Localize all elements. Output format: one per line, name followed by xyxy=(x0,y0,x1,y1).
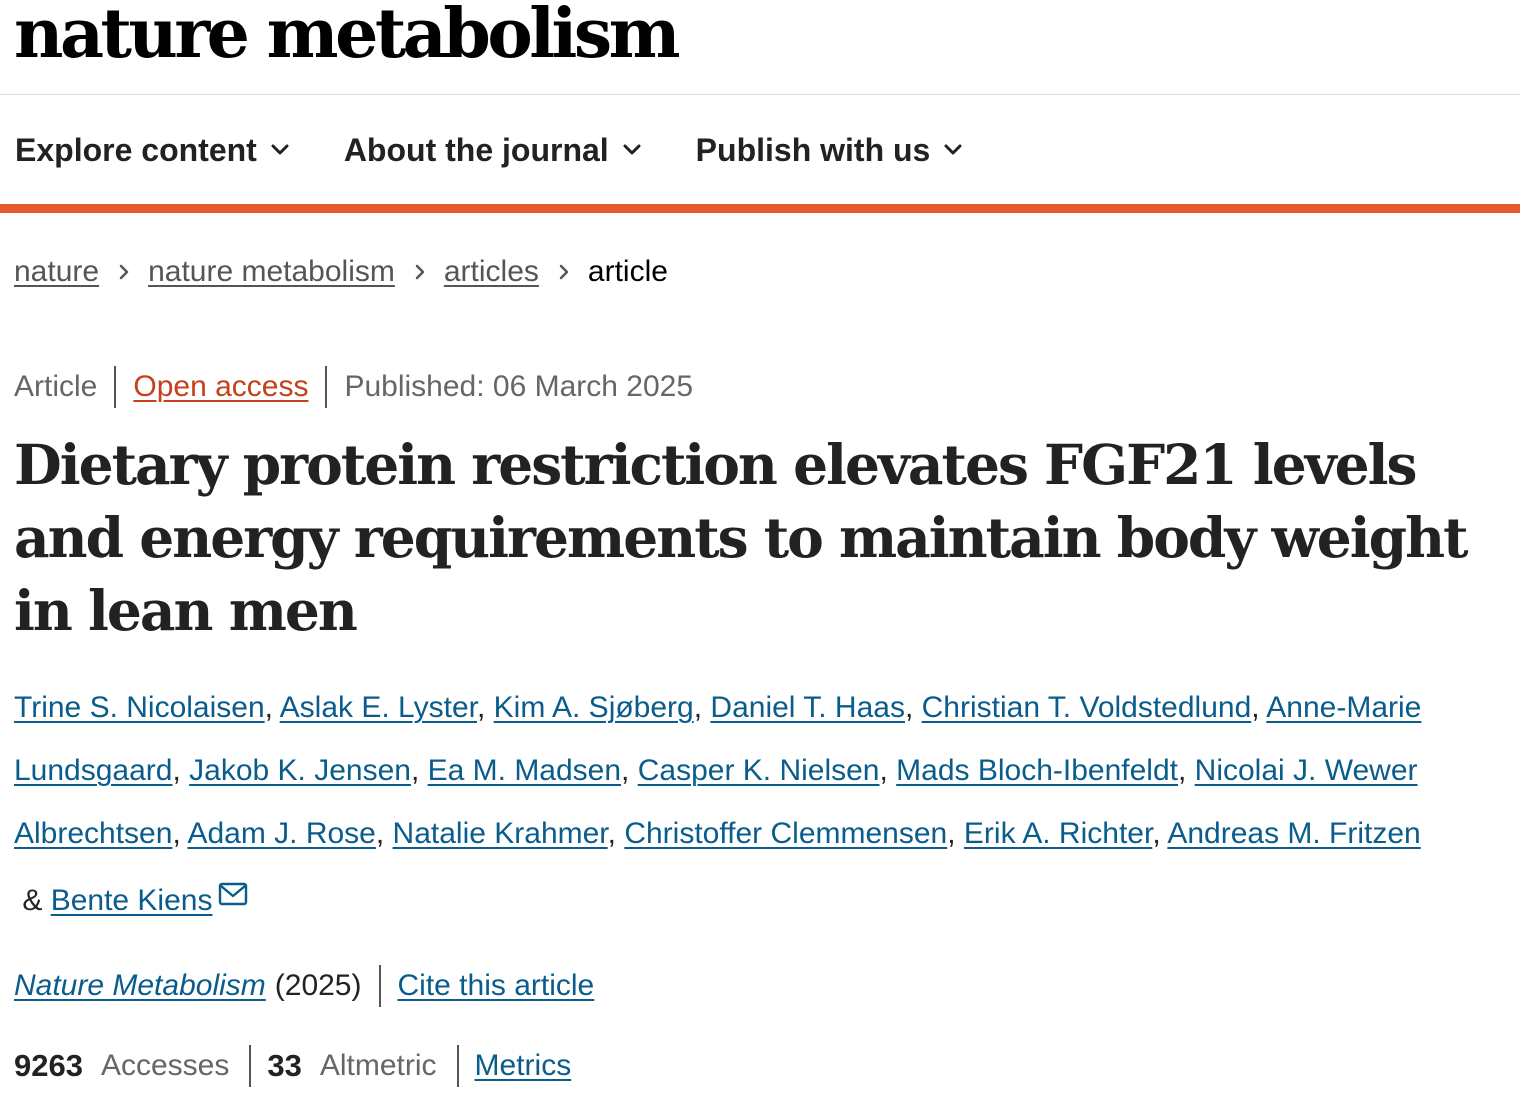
author-separator: , xyxy=(1178,754,1195,787)
breadcrumb-nature-metabolism[interactable]: nature metabolism xyxy=(148,255,395,288)
author-separator: , xyxy=(947,817,964,850)
nav-explore-content[interactable]: Explore content xyxy=(15,132,289,169)
cite-divider xyxy=(379,965,382,1007)
author-separator: , xyxy=(693,691,711,724)
metrics-row: 9263 Accesses 33 Altmetric Metrics xyxy=(14,1043,571,1089)
email-icon[interactable] xyxy=(218,865,248,928)
author-link[interactable]: Trine S. Nicolaisen xyxy=(14,691,265,724)
author-link[interactable]: Anne-Marie Lundsgaard xyxy=(14,691,1422,787)
author-link[interactable]: Christoffer Clemmensen xyxy=(624,817,948,850)
nav-label: Explore content xyxy=(15,131,257,168)
breadcrumb-articles[interactable]: articles xyxy=(443,255,539,288)
author-separator: , xyxy=(607,817,625,850)
author-link[interactable]: Mads Bloch-Ibenfeldt xyxy=(896,754,1178,787)
author-link[interactable]: Erik A. Richter xyxy=(963,817,1153,850)
main-nav: Explore content About the journal Publis… xyxy=(15,128,1017,172)
site-logo[interactable]: nature metabolism xyxy=(14,0,681,74)
author-link[interactable]: Adam J. Rose xyxy=(187,817,376,850)
author-separator: , xyxy=(172,817,188,850)
meta-divider xyxy=(325,366,328,408)
chevron-down-icon xyxy=(623,144,641,155)
author-separator: , xyxy=(1251,691,1267,724)
metrics-divider xyxy=(249,1045,252,1087)
open-access-link[interactable]: Open access xyxy=(133,370,309,403)
author-link[interactable]: Andreas M. Fritzen xyxy=(1167,817,1421,850)
author-link[interactable]: Natalie Krahmer xyxy=(392,817,608,850)
nav-about-journal[interactable]: About the journal xyxy=(344,132,641,169)
article-title: Dietary protein restriction elevates FGF… xyxy=(14,432,1469,643)
author-separator: , xyxy=(375,817,393,850)
author-list: Trine S. Nicolaisen, Aslak E. Lyster, Ki… xyxy=(14,676,1514,932)
author-link[interactable]: Daniel T. Haas xyxy=(710,691,905,724)
nav-label: About the journal xyxy=(343,131,609,168)
altmetric-label: Altmetric xyxy=(319,1049,437,1082)
author-link[interactable]: Christian T. Voldstedlund xyxy=(921,691,1252,724)
author-separator: , xyxy=(621,754,638,787)
author-link[interactable]: Casper K. Nielsen xyxy=(637,754,880,787)
metrics-link[interactable]: Metrics xyxy=(474,1049,572,1082)
cite-article-link[interactable]: Cite this article xyxy=(397,969,595,1002)
author-separator: , xyxy=(476,691,494,724)
author-separator: , xyxy=(172,754,190,787)
article-meta: Article Open access Published: 06 March … xyxy=(14,365,693,409)
author-separator: , xyxy=(1152,817,1168,850)
breadcrumb-nature[interactable]: nature xyxy=(14,255,100,288)
author-link[interactable]: Jakob K. Jensen xyxy=(189,754,411,787)
author-link[interactable]: Kim A. Sjøberg xyxy=(493,691,694,724)
chevron-right-icon xyxy=(558,263,570,281)
accesses-label: Accesses xyxy=(100,1049,230,1082)
published-date: Published: 06 March 2025 xyxy=(344,370,694,403)
chevron-right-icon xyxy=(118,263,130,281)
chevron-right-icon xyxy=(414,263,426,281)
article-type: Article xyxy=(14,370,98,403)
author-separator: & xyxy=(14,884,51,917)
nav-publish-with-us[interactable]: Publish with us xyxy=(696,132,963,169)
author-link[interactable]: Bente Kiens xyxy=(50,884,213,917)
author-separator: , xyxy=(879,754,897,787)
author-separator: , xyxy=(410,754,428,787)
author-separator: , xyxy=(264,691,280,724)
altmetric-count: 33 xyxy=(267,1048,302,1083)
meta-divider xyxy=(114,366,117,408)
metrics-divider xyxy=(456,1045,459,1087)
author-link[interactable]: Ea M. Madsen xyxy=(427,754,622,787)
header-divider xyxy=(0,94,1520,95)
breadcrumb: nature nature metabolism articles articl… xyxy=(14,255,668,289)
author-separator: , xyxy=(904,691,922,724)
breadcrumb-current: article xyxy=(587,255,668,288)
author-link[interactable]: Nicolai J. Wewer Albrechtsen xyxy=(14,754,1418,850)
chevron-down-icon xyxy=(271,144,289,155)
citation-row: Nature Metabolism (2025) Cite this artic… xyxy=(14,963,594,1009)
chevron-down-icon xyxy=(944,144,962,155)
accent-bar xyxy=(0,204,1520,213)
author-link[interactable]: Aslak E. Lyster xyxy=(279,691,477,724)
nav-label: Publish with us xyxy=(695,131,931,168)
publication-year: (2025) xyxy=(274,969,362,1002)
journal-link[interactable]: Nature Metabolism xyxy=(14,969,266,1002)
accesses-count: 9263 xyxy=(14,1048,83,1083)
